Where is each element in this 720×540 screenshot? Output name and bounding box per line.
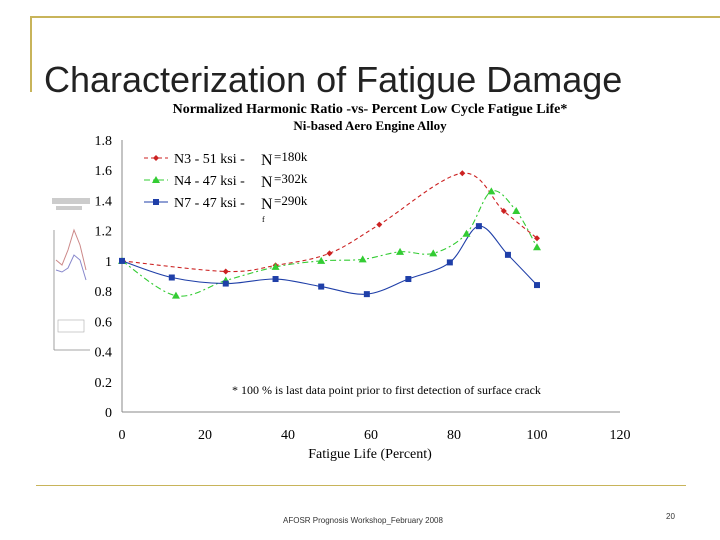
- data-point-n7: [168, 274, 175, 281]
- footer-text: AFOSR Prognosis Workshop_February 2008: [283, 516, 443, 525]
- data-point-n7: [272, 276, 279, 283]
- legend-marker-n4: [152, 176, 160, 183]
- chart-annotation: * 100 % is last data point prior to firs…: [232, 383, 541, 397]
- legend-subscript: f: [262, 215, 265, 224]
- x-tick-label: 80: [447, 428, 461, 443]
- bottom-decor-line: [36, 485, 686, 486]
- y-tick-label: 0.2: [95, 376, 113, 391]
- data-point-n7: [222, 280, 229, 287]
- legend-symbol: N: [261, 174, 273, 191]
- data-point-n4: [396, 247, 405, 255]
- top-decor-line: [30, 16, 720, 18]
- x-tick-label: 120: [610, 428, 631, 443]
- data-point-n4: [512, 207, 521, 215]
- series-line-n4: [121, 190, 538, 297]
- legend-symbol: N: [261, 196, 273, 213]
- legend-cycles-n7: =290k: [274, 193, 308, 208]
- fatigue-chart: Normalized Harmonic Ratio -vs- Percent L…: [95, 102, 631, 462]
- x-tick-label: 100: [527, 428, 548, 443]
- data-point-n7: [504, 251, 511, 258]
- y-tick-label: 0.6: [95, 315, 113, 330]
- data-point-n3: [459, 170, 466, 177]
- series-line-n7: [121, 225, 538, 295]
- y-tick-label: 0: [105, 406, 112, 421]
- legend-cycles-n4: =302k: [274, 171, 308, 186]
- legend-cycles-n3: =180k: [274, 149, 308, 164]
- data-point-n3: [222, 268, 229, 275]
- x-axis-label: Fatigue Life (Percent): [308, 447, 432, 462]
- y-tick-label: 0.8: [95, 285, 113, 300]
- data-point-n4: [358, 255, 367, 263]
- legend-label-n7: N7 - 47 ksi -: [174, 196, 245, 211]
- legend-label-n4: N4 - 47 ksi -: [174, 174, 245, 189]
- page-number: 20: [666, 512, 675, 521]
- y-tick-label: 1.6: [95, 164, 113, 179]
- data-point-n7: [405, 276, 412, 283]
- data-point-n3: [534, 235, 540, 242]
- y-tick-label: 1.2: [95, 225, 113, 240]
- data-point-n7: [534, 282, 540, 289]
- data-point-n4: [429, 249, 438, 257]
- data-point-n7: [318, 283, 325, 290]
- series-line-n3: [121, 172, 538, 273]
- x-tick-label: 0: [119, 428, 126, 443]
- x-tick-label: 20: [198, 428, 212, 443]
- y-tick-label: 0.4: [95, 346, 113, 361]
- y-tick-label: 1.4: [95, 194, 113, 209]
- legend-symbol: N: [261, 152, 273, 169]
- y-tick-label: 1.8: [95, 134, 113, 149]
- data-point-n3: [326, 250, 333, 257]
- left-decor-line: [30, 16, 32, 92]
- x-tick-label: 40: [281, 428, 295, 443]
- legend-marker-n7: [153, 199, 159, 205]
- data-point-n4: [271, 262, 280, 270]
- data-point-n3: [500, 208, 507, 215]
- legend-label-n3: N3 - 51 ksi -: [174, 152, 245, 167]
- data-point-n4: [462, 229, 471, 237]
- y-tick-label: 1: [105, 255, 112, 270]
- data-point-n3: [376, 221, 383, 228]
- data-point-n4: [487, 187, 496, 195]
- slide-title: Characterization of Fatigue Damage: [44, 59, 623, 100]
- data-point-n7: [363, 291, 370, 298]
- data-point-n4: [533, 243, 541, 251]
- chart-title: Normalized Harmonic Ratio -vs- Percent L…: [173, 102, 568, 117]
- chart-subtitle: Ni-based Aero Engine Alloy: [293, 118, 447, 133]
- data-point-n4: [317, 256, 326, 264]
- data-point-n7: [475, 223, 482, 230]
- data-point-n7: [119, 257, 125, 264]
- data-point-n4: [171, 291, 180, 299]
- x-tick-label: 60: [364, 428, 378, 443]
- embedded-thumbnail-chart: [52, 198, 90, 351]
- legend-marker-n3: [153, 155, 159, 161]
- data-point-n7: [446, 259, 453, 266]
